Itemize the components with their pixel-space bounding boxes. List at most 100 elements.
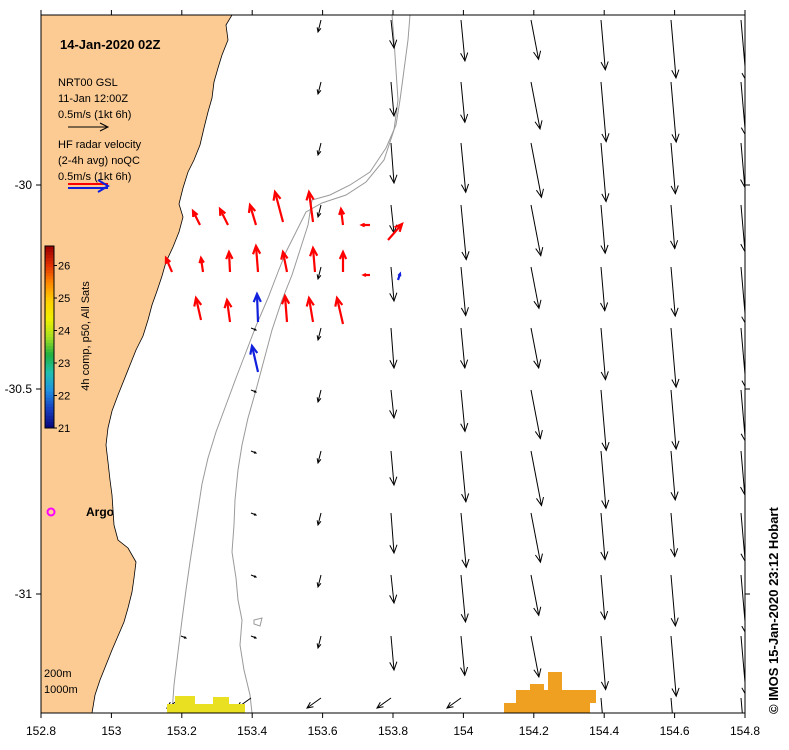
- isobath-1000m-label: 1000m: [44, 684, 78, 696]
- model-arrow: [600, 327, 609, 381]
- colorbar-swatch: [45, 391, 54, 396]
- argo-float-marker: [46, 507, 56, 517]
- sst-patches: [167, 672, 596, 713]
- isobath-200m: [171, 15, 399, 713]
- model-arrow: [530, 266, 542, 310]
- model-arrow: [740, 697, 743, 713]
- model-arrow: [600, 204, 609, 255]
- colorbar-swatch: [45, 361, 54, 365]
- colorbar-swatch: [45, 315, 54, 320]
- radar-legend-scale: 0.5m/s (1kt 6h): [58, 171, 131, 183]
- colorbar-swatch: [45, 367, 54, 371]
- colorbar-swatch: [45, 421, 54, 426]
- radar-legend-avg: (2-4h avg) noQC: [58, 155, 140, 167]
- model-arrow: [670, 81, 680, 144]
- x-tick-label: 153.4: [237, 724, 267, 738]
- model-arrow: [530, 574, 542, 617]
- colorbar-swatch: [45, 318, 54, 323]
- radar-arrow: [272, 189, 285, 223]
- model-legend-time: 11-Jan 12:00Z: [58, 93, 128, 105]
- colorbar-swatch: [45, 364, 54, 368]
- model-arrow: [740, 450, 745, 496]
- colorbar-swatch: [45, 397, 54, 402]
- sst-patch: [167, 704, 245, 713]
- colorbar-swatch: [45, 303, 54, 308]
- sst-patch: [175, 696, 195, 704]
- colorbar-tick-label: 24: [58, 326, 70, 338]
- x-tick-label: 154.2: [519, 724, 549, 738]
- colorbar-swatch: [45, 330, 54, 335]
- model-arrow: [670, 266, 679, 318]
- x-tick-label: 154.6: [660, 724, 690, 738]
- radar-arrow: [218, 206, 229, 226]
- radar-arrow: [164, 255, 174, 273]
- colorbar-swatch: [45, 255, 54, 259]
- sst-colorbar: 21 22 23 24 25 26: [44, 245, 70, 435]
- radar-arrow: [193, 295, 203, 321]
- coastline-land: [41, 15, 233, 713]
- model-arrow: [740, 512, 745, 563]
- model-arrow: [530, 204, 544, 257]
- colorbar-swatch: [45, 300, 54, 305]
- model-arrow: [316, 19, 322, 34]
- model-arrow: [316, 204, 322, 219]
- model-arrow: [670, 635, 680, 698]
- colorbar-swatch: [45, 382, 54, 387]
- colorbar-swatch: [45, 385, 54, 390]
- radar-arrow: [280, 249, 289, 273]
- axis-ticks: 152.8 153 153.2 153.4 153.6 153.8 154 154.2 154.…: [5, 10, 760, 738]
- model-arrow: [530, 19, 542, 61]
- model-arrow: [250, 327, 258, 331]
- colorbar-swatch: [45, 376, 54, 380]
- colorbar-swatch: [45, 424, 54, 429]
- isobath-200m-label: 200m: [44, 668, 72, 680]
- radar-arrow: [338, 249, 348, 272]
- colorbar-swatch: [45, 267, 54, 271]
- colorbar-swatch: [45, 246, 54, 250]
- colorbar-swatch: [45, 312, 54, 317]
- model-arrow: [740, 142, 745, 189]
- colorbar-swatch: [45, 309, 54, 314]
- colorbar-frame: [44, 245, 55, 429]
- radar-arrow: [249, 343, 260, 373]
- model-arrow: [389, 204, 398, 235]
- colorbar-swatch: [45, 291, 54, 296]
- colorbar-swatch: [45, 288, 54, 292]
- map-layers: [41, 15, 745, 713]
- colorbar-swatch: [45, 282, 54, 286]
- colorbar-swatch: [45, 400, 54, 405]
- model-arrow: [316, 635, 322, 650]
- model-legend-arrow: [68, 122, 110, 132]
- isobath-seamount: [253, 617, 263, 627]
- map-title: 14-Jan-2020 02Z: [60, 37, 161, 52]
- model-arrow: [460, 81, 469, 124]
- model-arrow: [530, 81, 543, 131]
- radar-arrow: [361, 273, 370, 277]
- model-arrow: [600, 142, 610, 203]
- model-arrow: [460, 574, 469, 624]
- model-arrow: [316, 389, 322, 404]
- sst-patch: [530, 684, 544, 690]
- colorbar-swatch: [45, 276, 54, 280]
- model-arrow: [389, 512, 398, 555]
- model-arrow: [600, 266, 609, 312]
- model-arrow: [180, 635, 188, 639]
- model-arrow: [600, 450, 610, 510]
- model-arrow: [670, 204, 679, 250]
- colorbar-swatch: [45, 412, 54, 417]
- model-arrow: [740, 327, 745, 388]
- y-tick-label: -30: [15, 178, 33, 192]
- model-arrow: [376, 697, 392, 709]
- model-arrow: [670, 512, 679, 558]
- model-arrow: [740, 635, 745, 695]
- x-tick-label: 153.6: [308, 724, 338, 738]
- model-arrow: [670, 389, 680, 451]
- model-arrow: [316, 142, 322, 157]
- colorbar-swatch: [45, 388, 54, 393]
- colorbar-swatch: [45, 324, 54, 329]
- model-arrow: [446, 697, 462, 709]
- radar-arrow: [396, 271, 402, 281]
- radar-legend-name: HF radar velocity: [58, 139, 142, 151]
- model-arrow: [460, 266, 469, 317]
